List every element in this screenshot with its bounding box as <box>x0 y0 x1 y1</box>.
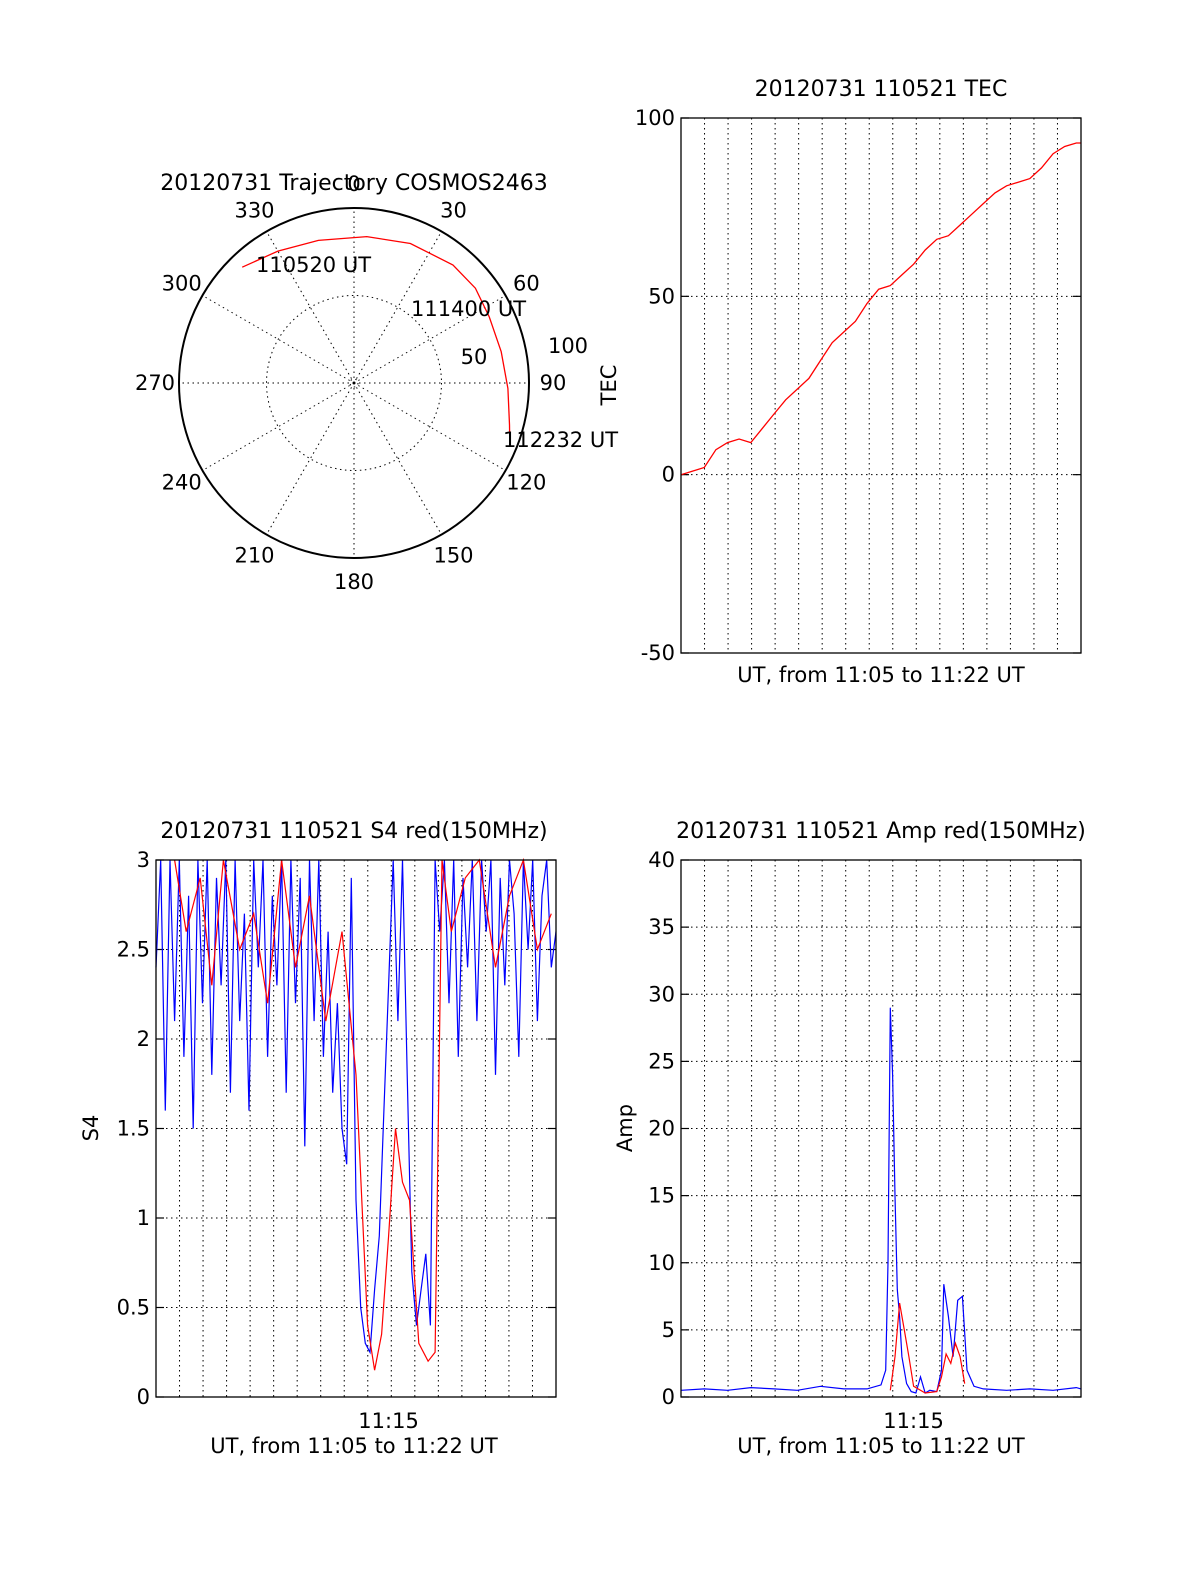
s4-blue-series <box>155 859 557 1355</box>
polar-title: 20120731 Trajectory COSMOS2463 <box>160 171 547 196</box>
s4-plot-frame <box>155 859 557 1398</box>
polar-spoke <box>353 382 506 471</box>
y-tick-label: 0.5 <box>117 1296 150 1320</box>
y-tick-label: 50 <box>648 284 675 308</box>
amp-title: 20120731 110521 Amp red(150MHz) <box>676 819 1086 844</box>
annotation-end-time: 112232 UT <box>503 428 618 452</box>
y-tick-label: 15 <box>648 1184 675 1208</box>
tec-y-label: TEC <box>597 365 621 407</box>
y-tick-label: 1 <box>137 1206 150 1230</box>
polar-spoke <box>202 382 355 471</box>
polar-spoke <box>266 231 355 384</box>
trajectory-line <box>241 235 511 446</box>
y-tick-label: 1.5 <box>117 1117 150 1141</box>
polar-azimuth-label: 150 <box>433 543 473 567</box>
polar-azimuth-label: 270 <box>135 371 175 395</box>
polar-azimuth-label: 120 <box>506 471 546 495</box>
s4-title: 20120731 110521 S4 red(150MHz) <box>160 819 547 844</box>
y-tick-label: 40 <box>648 848 675 872</box>
y-tick-label: 5 <box>662 1318 675 1342</box>
polar-azimuth-labels: 0 30 60 90 120 150 180 210 240 270 300 330 <box>135 172 566 594</box>
y-tick-label: 20 <box>648 1117 675 1141</box>
polar-azimuth-label: 90 <box>540 371 567 395</box>
amp-x-tick-1115: 11:15 <box>883 1409 944 1433</box>
s4-y-ticks: 0 0.5 1 1.5 2 2.5 3 <box>117 848 556 1409</box>
amp-grid <box>681 860 1081 1397</box>
y-tick-label: 35 <box>648 915 675 939</box>
y-tick-label: -50 <box>641 641 675 665</box>
polar-spoke <box>353 382 442 535</box>
amp-y-ticks: 0 5 10 15 20 25 30 35 40 <box>648 848 1081 1409</box>
amp-plot-frame <box>680 859 1082 1398</box>
tec-panel: 20120731 110521 TEC -50 0 50 100 TEC UT, fr… <box>597 77 1082 687</box>
y-tick-label: 0 <box>137 1385 150 1409</box>
polar-outer-ring <box>178 207 530 559</box>
polar-panel: 20120731 Trajectory COSMOS2463 0 30 60 90 12… <box>135 171 618 594</box>
amp-panel: 20120731 110521 Amp red(150MHz) 0 5 10 15 20… <box>613 819 1086 1458</box>
polar-radius-label-100: 100 <box>548 334 588 358</box>
polar-radius-label-50: 50 <box>461 345 488 369</box>
amp-blue-series <box>680 1007 1082 1394</box>
s4-panel: 20120731 110521 S4 red(150MHz) 0 0.5 1 1.5 2… <box>79 819 557 1458</box>
polar-azimuth-label: 330 <box>234 199 274 223</box>
polar-azimuth-label: 0 <box>347 172 360 196</box>
amp-x-label: UT, from 11:05 to 11:22 UT <box>737 1434 1025 1458</box>
annotation-start-time: 110520 UT <box>256 253 371 277</box>
polar-spoke <box>353 231 442 384</box>
polar-spoke <box>353 295 506 384</box>
polar-ring-50 <box>266 295 442 471</box>
polar-azimuth-label: 30 <box>440 199 467 223</box>
tec-grid <box>681 118 1081 653</box>
y-tick-label: 100 <box>635 106 675 130</box>
polar-azimuth-label: 210 <box>234 543 274 567</box>
polar-azimuth-label: 180 <box>334 570 374 594</box>
y-tick-label: 3 <box>137 848 150 872</box>
y-tick-label: 2 <box>137 1027 150 1051</box>
polar-center-ring <box>349 378 359 388</box>
tec-series-line <box>680 142 1081 476</box>
s4-red-series <box>174 857 552 1371</box>
polar-azimuth-label: 240 <box>162 471 202 495</box>
tec-plot-frame <box>680 117 1082 654</box>
amp-red-series <box>889 1302 966 1394</box>
tec-y-ticks: -50 0 50 100 <box>635 106 1081 665</box>
tec-x-label: UT, from 11:05 to 11:22 UT <box>737 663 1025 687</box>
s4-x-tick-1115: 11:15 <box>358 1409 419 1433</box>
y-tick-label: 0 <box>662 1385 675 1409</box>
y-tick-label: 25 <box>648 1049 675 1073</box>
s4-y-label: S4 <box>79 1115 103 1142</box>
y-tick-label: 10 <box>648 1251 675 1275</box>
polar-spoke <box>266 382 355 535</box>
amp-y-label: Amp <box>613 1104 637 1152</box>
polar-spoke <box>202 295 355 384</box>
s4-x-label: UT, from 11:05 to 11:22 UT <box>210 1434 498 1458</box>
polar-azimuth-label: 60 <box>513 272 540 296</box>
polar-azimuth-label: 300 <box>162 272 202 296</box>
y-tick-label: 2.5 <box>117 938 150 962</box>
annotation-mid-time: 111400 UT <box>411 297 526 321</box>
y-tick-label: 0 <box>662 463 675 487</box>
tec-title: 20120731 110521 TEC <box>755 77 1008 102</box>
s4-grid <box>156 860 556 1397</box>
y-tick-label: 30 <box>648 982 675 1006</box>
